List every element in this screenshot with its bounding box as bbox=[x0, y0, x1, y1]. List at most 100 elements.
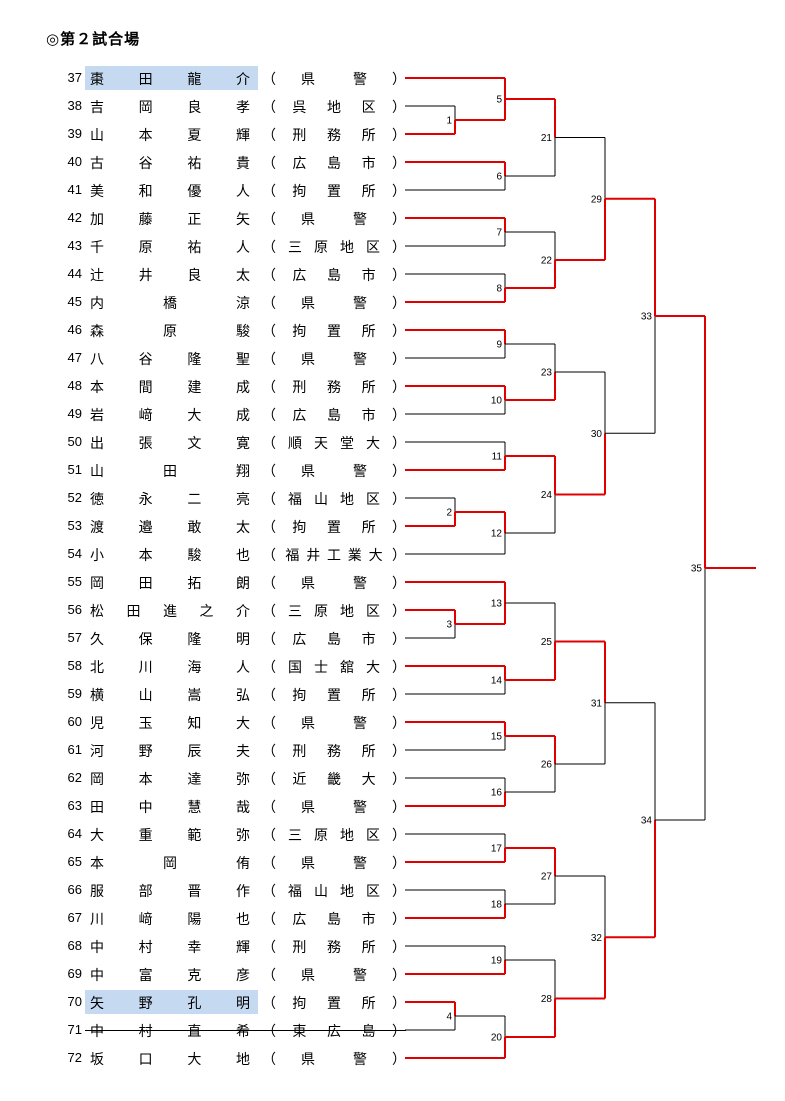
match-number: 24 bbox=[541, 490, 553, 501]
match-number: 31 bbox=[591, 698, 603, 709]
entry-name: 本間建成 bbox=[90, 380, 250, 396]
entry-affiliation: （刑務所） bbox=[262, 744, 406, 760]
entry-row: 60 児玉知大 （県警） bbox=[0, 709, 420, 735]
entry-row: 45 内 橋 涼 （県警） bbox=[0, 289, 420, 315]
entry-number: 72 bbox=[67, 1050, 82, 1065]
match-number: 8 bbox=[496, 284, 502, 295]
entry-name: 中村幸輝 bbox=[90, 940, 250, 956]
entry-affiliation: （刑務所） bbox=[262, 940, 406, 956]
entry-row: 42 加藤正矢 （県警） bbox=[0, 205, 420, 231]
entry-row: 66 服部晋作 （福山地区） bbox=[0, 877, 420, 903]
entry-name: 渡邉敢太 bbox=[90, 520, 250, 536]
entry-row: 64 大重範弥 （三原地区） bbox=[0, 821, 420, 847]
entry-affiliation: （呉地区） bbox=[262, 100, 406, 116]
entry-name: 千原祐人 bbox=[90, 240, 250, 256]
entry-affiliation: （県警） bbox=[262, 212, 406, 228]
entry-row: 62 岡本達弥 （近畿大） bbox=[0, 765, 420, 791]
match-number: 29 bbox=[591, 194, 603, 205]
entry-number: 54 bbox=[67, 546, 82, 561]
match-number: 16 bbox=[491, 788, 503, 799]
match-number: 2 bbox=[446, 508, 452, 519]
entry-number: 59 bbox=[67, 686, 82, 701]
entry-number: 41 bbox=[67, 182, 82, 197]
entry-number: 66 bbox=[67, 882, 82, 897]
entry-affiliation: （近畿大） bbox=[262, 772, 406, 788]
entry-affiliation: （刑務所） bbox=[262, 128, 406, 144]
entry-affiliation: （広島市） bbox=[262, 632, 406, 648]
entry-affiliation: （県警） bbox=[262, 716, 406, 732]
entry-number: 61 bbox=[67, 742, 82, 757]
entry-row: 63 田中慧哉 （県警） bbox=[0, 793, 420, 819]
entry-affiliation: （東広島） bbox=[262, 1024, 406, 1040]
entry-name: 吉岡良孝 bbox=[90, 100, 250, 116]
entry-name: 中富克彦 bbox=[90, 968, 250, 984]
entry-name: 小本駿也 bbox=[90, 548, 250, 564]
entry-row: 53 渡邉敢太 （拘置所） bbox=[0, 513, 420, 539]
entry-row: 57 久保隆明 （広島市） bbox=[0, 625, 420, 651]
entry-number: 53 bbox=[67, 518, 82, 533]
entry-name: 田中慧哉 bbox=[90, 800, 250, 816]
entry-name: 八谷隆聖 bbox=[90, 352, 250, 368]
entry-row: 70 矢野孔明 （拘置所） bbox=[0, 989, 420, 1015]
entry-number: 65 bbox=[67, 854, 82, 869]
highlight-cell bbox=[85, 66, 258, 90]
entry-name: 山本夏輝 bbox=[90, 128, 250, 144]
entry-name: 本 岡 侑 bbox=[90, 856, 250, 872]
entry-row: 46 森 原 駿 （拘置所） bbox=[0, 317, 420, 343]
entry-name: 山 田 翔 bbox=[90, 464, 250, 480]
entry-number: 63 bbox=[67, 798, 82, 813]
entry-number: 38 bbox=[67, 98, 82, 113]
entry-name: 辻井良太 bbox=[90, 268, 250, 284]
entry-affiliation: （県警） bbox=[262, 856, 406, 872]
match-number: 23 bbox=[541, 368, 553, 379]
entry-affiliation: （三原地区） bbox=[262, 604, 406, 620]
entry-row: 65 本 岡 侑 （県警） bbox=[0, 849, 420, 875]
entry-affiliation: （福山地区） bbox=[262, 884, 406, 900]
entry-number: 64 bbox=[67, 826, 82, 841]
entry-row: 38 吉岡良孝 （呉地区） bbox=[0, 93, 420, 119]
match-number: 11 bbox=[492, 452, 503, 463]
page-title: ◎第２試合場 bbox=[46, 30, 141, 48]
entry-row: 41 美和優人 （拘置所） bbox=[0, 177, 420, 203]
entry-name: 坂口大地 bbox=[90, 1052, 250, 1068]
entry-row: 43 千原祐人 （三原地区） bbox=[0, 233, 420, 259]
entry-row: 52 徳永二亮 （福山地区） bbox=[0, 485, 420, 511]
entry-number: 48 bbox=[67, 378, 82, 393]
match-number: 19 bbox=[491, 956, 503, 967]
entry-number: 42 bbox=[67, 210, 82, 225]
entry-name: 北川海人 bbox=[90, 660, 250, 676]
entry-row: 69 中富克彦 （県警） bbox=[0, 961, 420, 987]
entry-row: 54 小本駿也 （福井工業大） bbox=[0, 541, 420, 567]
entry-name: 河野辰夫 bbox=[90, 744, 250, 760]
entry-number: 45 bbox=[67, 294, 82, 309]
entry-number: 46 bbox=[67, 322, 82, 337]
entry-affiliation: （県警） bbox=[262, 352, 406, 368]
entry-affiliation: （拘置所） bbox=[262, 688, 406, 704]
entry-number: 68 bbox=[67, 938, 82, 953]
entry-affiliation: （福井工業大） bbox=[262, 548, 406, 564]
entry-number: 71 bbox=[67, 1022, 82, 1037]
entry-row: 61 河野辰夫 （刑務所） bbox=[0, 737, 420, 763]
match-number: 25 bbox=[541, 637, 553, 648]
match-number: 4 bbox=[446, 1012, 452, 1023]
entry-row: 48 本間建成 （刑務所） bbox=[0, 373, 420, 399]
match-number: 14 bbox=[491, 676, 503, 687]
entry-affiliation: （拘置所） bbox=[262, 996, 406, 1012]
entry-affiliation: （広島市） bbox=[262, 156, 406, 172]
entry-row: 56 松田進之介 （三原地区） bbox=[0, 597, 420, 623]
entry-number: 52 bbox=[67, 490, 82, 505]
match-number: 7 bbox=[496, 228, 502, 239]
entry-row: 44 辻井良太 （広島市） bbox=[0, 261, 420, 287]
entry-row: 59 横山嵩弘 （拘置所） bbox=[0, 681, 420, 707]
match-number: 6 bbox=[496, 172, 502, 183]
entry-affiliation: （広島市） bbox=[262, 408, 406, 424]
highlight-cell bbox=[85, 990, 258, 1014]
match-number: 3 bbox=[446, 620, 452, 631]
entry-number: 55 bbox=[67, 574, 82, 589]
match-number: 15 bbox=[491, 732, 503, 743]
entry-row: 55 岡田拓朗 （県警） bbox=[0, 569, 420, 595]
